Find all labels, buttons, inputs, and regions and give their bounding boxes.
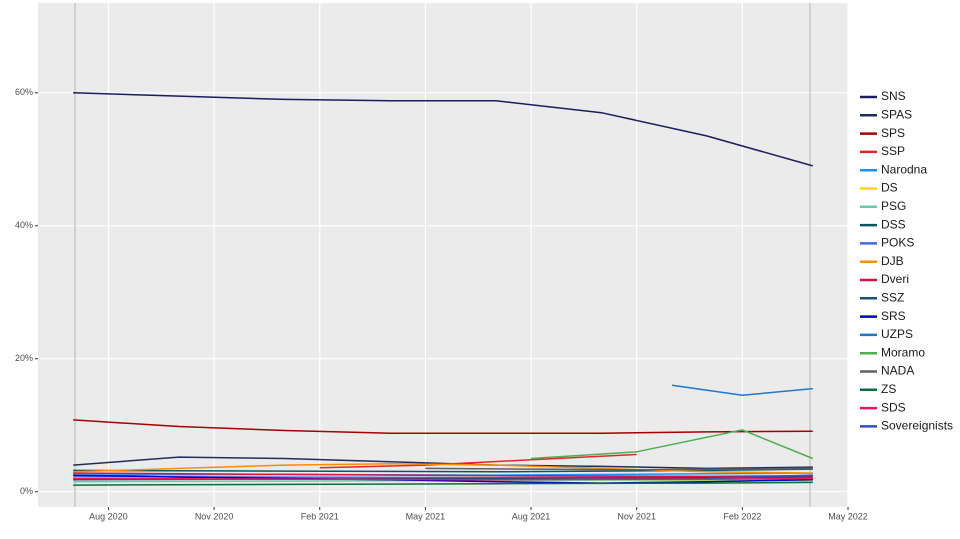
legend-label: Moramo: [881, 345, 925, 359]
series-line: [73, 463, 813, 474]
series-line: [73, 456, 813, 470]
x-tick-label: May 2021: [406, 511, 446, 521]
legend-label: SPAS: [881, 107, 912, 121]
legend-label: DSS: [881, 217, 906, 231]
series-line: [73, 474, 813, 484]
axes: 0% 20% 40% 60% Aug 2020 Nov 2020 Feb 2021 May 2…: [15, 87, 868, 521]
legend-label: UZPS: [881, 327, 913, 341]
series-line: [425, 467, 813, 471]
legend-label: POKS: [881, 236, 914, 250]
x-tick-label: Nov 2020: [195, 511, 234, 521]
legend-label: DJB: [881, 254, 904, 268]
series-line: [530, 429, 814, 460]
x-tick-label: Feb 2021: [301, 511, 339, 521]
x-tick-label: Nov 2021: [617, 511, 656, 521]
legend-label: SPS: [881, 126, 905, 140]
legend-label: SDS: [881, 400, 906, 414]
x-tick-label: Aug 2021: [512, 511, 551, 521]
y-tick-label: 20%: [15, 353, 33, 363]
legend-items: SNS SPAS SPS SSP Narodna DS PSG DSS POKS DJB Dveri…: [860, 89, 953, 433]
series-line: [73, 468, 813, 473]
series-line: [73, 419, 813, 434]
legend-label: Narodna: [881, 162, 927, 176]
legend-label: DS: [881, 181, 898, 195]
grid: [38, 3, 849, 507]
plot-background: [38, 3, 848, 507]
series-line: [319, 453, 637, 469]
legend-label: SRS: [881, 309, 906, 323]
legend-label: SSP: [881, 144, 905, 158]
y-tick-label: 0%: [20, 486, 33, 496]
series-line: [73, 481, 813, 486]
legend-label: SNS: [881, 89, 906, 103]
series-line: [73, 477, 813, 481]
x-tick-label: Feb 2022: [723, 511, 761, 521]
lines: [73, 92, 814, 486]
y-tick-label: 40%: [15, 220, 33, 230]
legend-label: ZS: [881, 382, 896, 396]
series-line: [73, 472, 813, 478]
y-tick-label: 60%: [15, 87, 33, 97]
legend-label: Dveri: [881, 272, 909, 286]
legend-label: Sovereignists: [881, 419, 953, 433]
series-line: [707, 474, 813, 480]
series-line: [671, 384, 813, 397]
legend-label: SSZ: [881, 290, 904, 304]
series-line: [73, 92, 814, 167]
legend-label: PSG: [881, 199, 906, 213]
legend-label: NADA: [881, 364, 914, 378]
x-tick-label: Aug 2020: [89, 511, 128, 521]
x-tick-label: May 2022: [828, 511, 868, 521]
